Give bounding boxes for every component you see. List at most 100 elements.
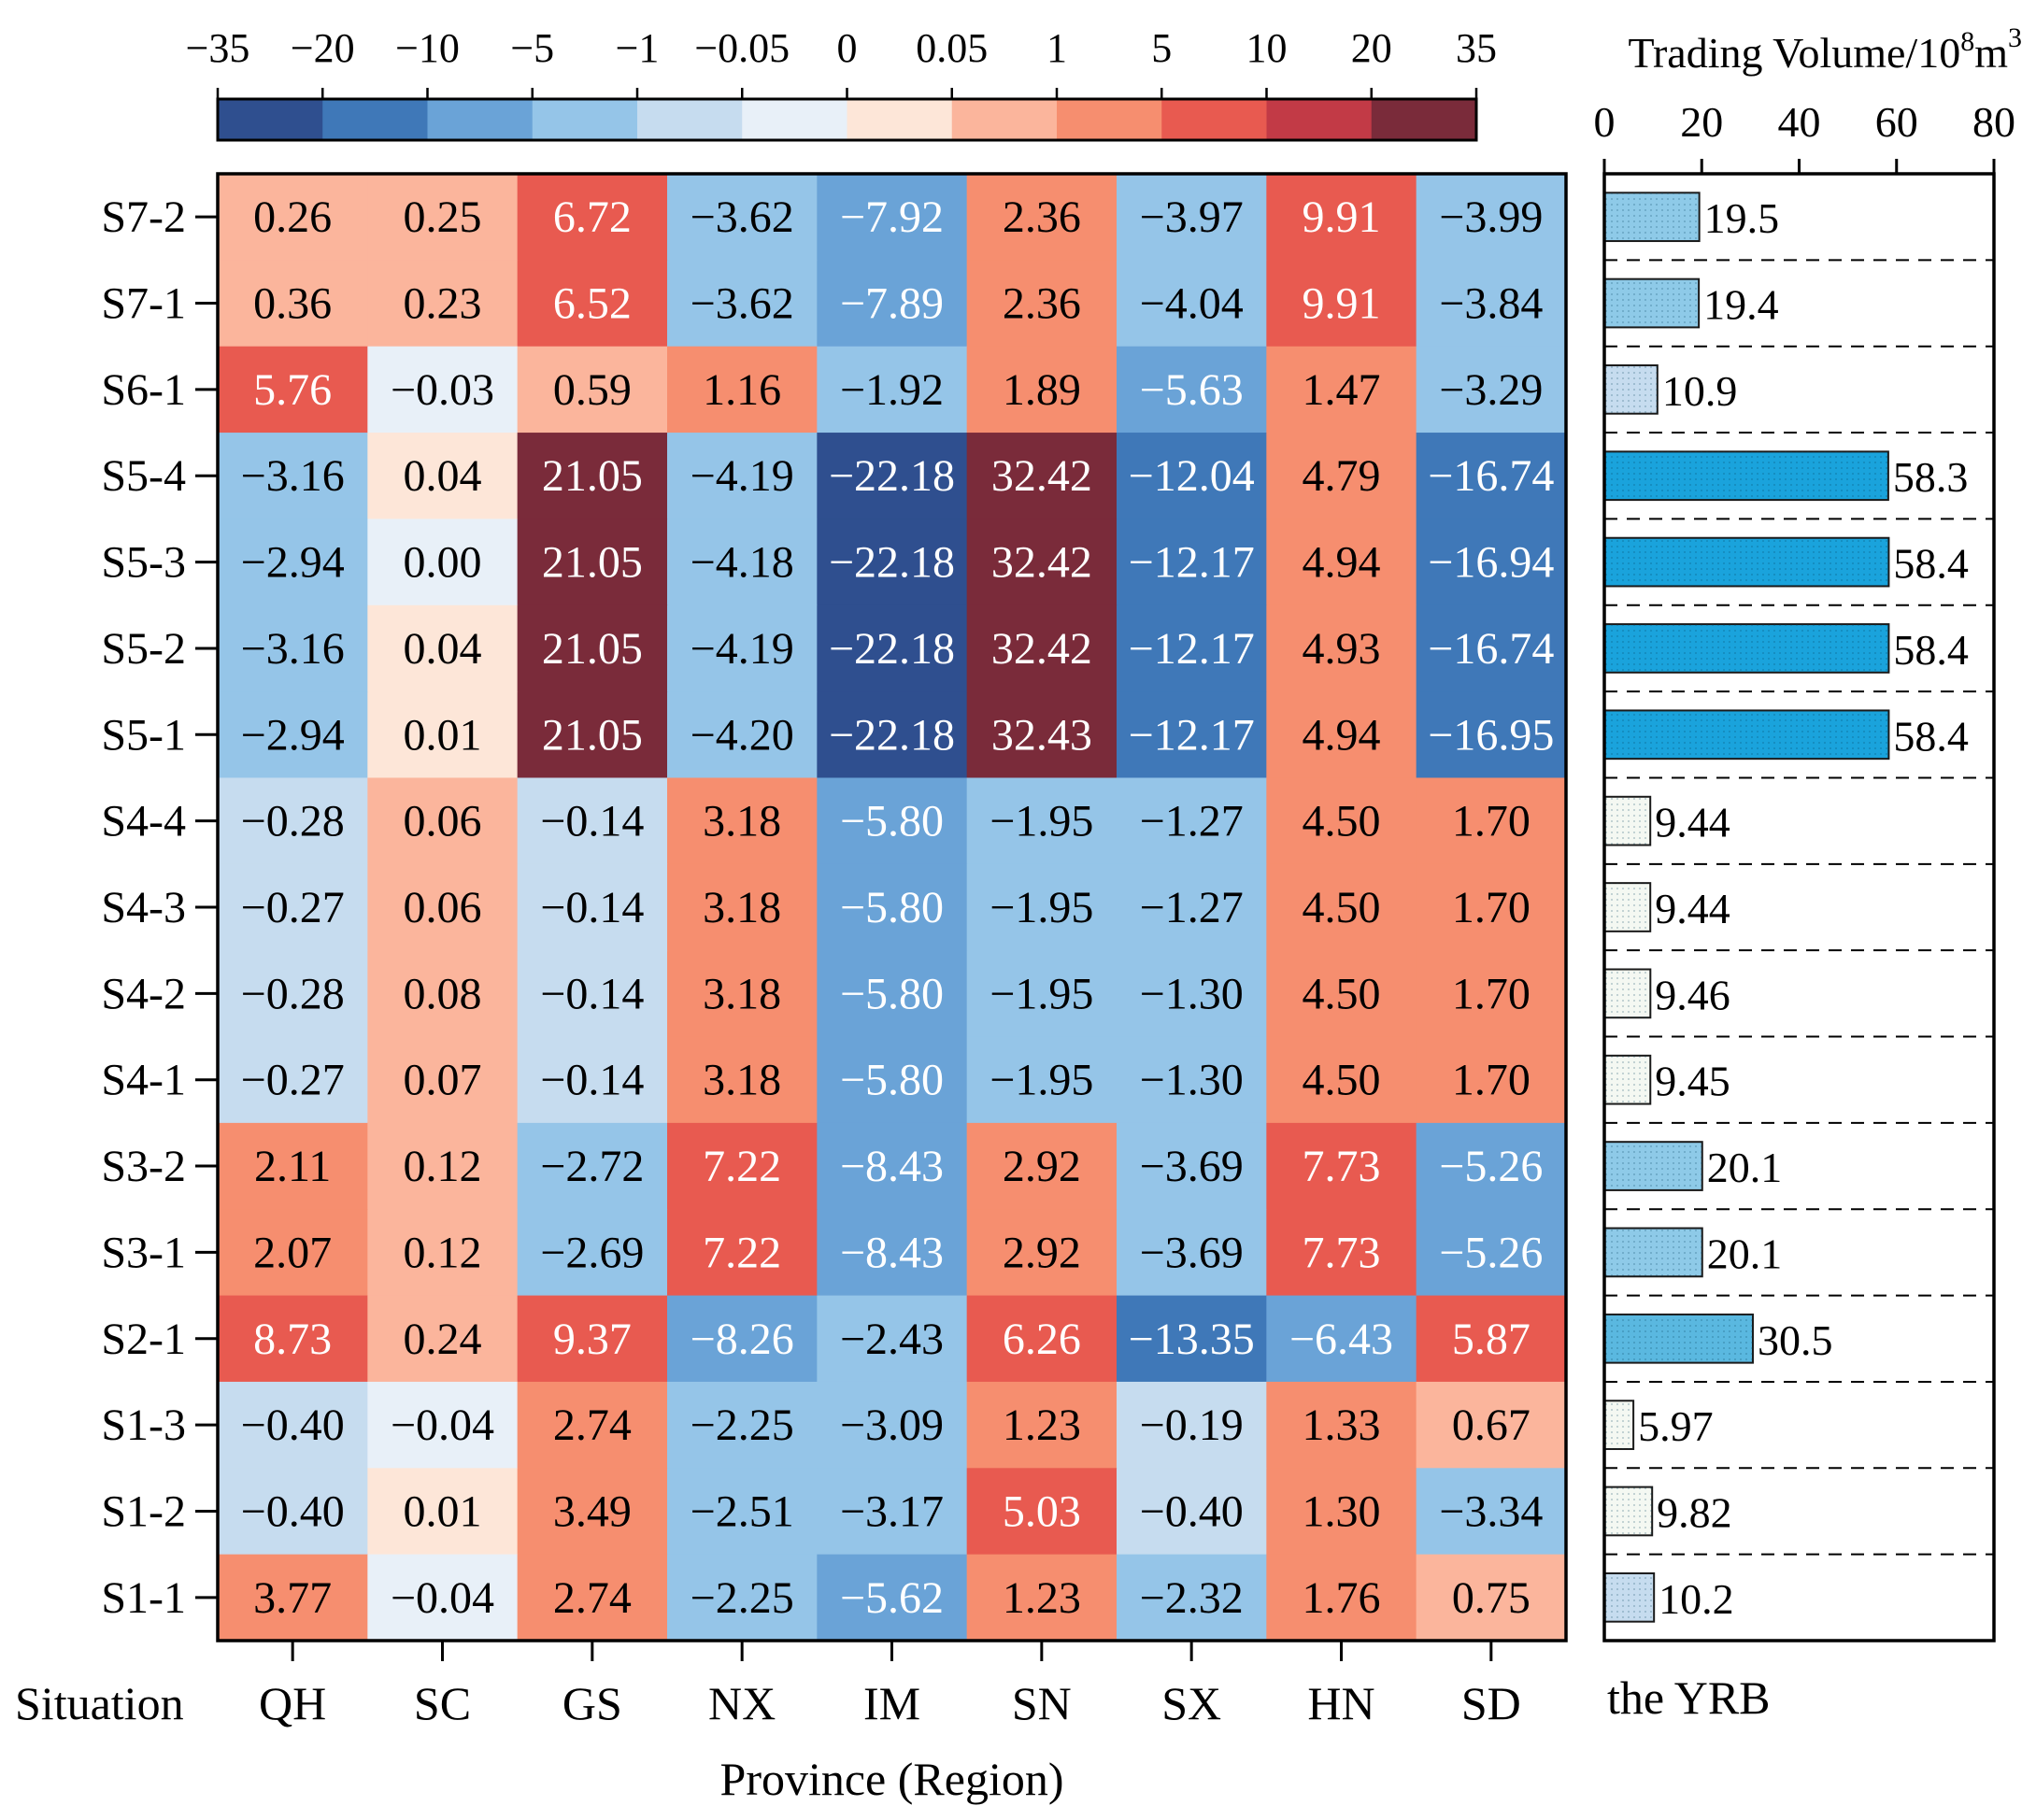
heatmap-cell (218, 346, 368, 434)
heatmap-cell (367, 519, 519, 606)
y-axis-label: S3-2 (101, 1142, 186, 1191)
heatmap-cell (667, 691, 818, 779)
heatmap-cell-label: 3.49 (553, 1486, 632, 1536)
heatmap-cell-label: −0.14 (540, 1056, 644, 1105)
heatmap-cell-label: 32.43 (991, 710, 1092, 760)
heatmap-cell-label: 1.70 (1452, 883, 1531, 932)
heatmap-cell (1416, 691, 1567, 779)
heatmap-cell-label: 0.75 (1452, 1573, 1531, 1623)
heatmap-cell-label: −8.43 (840, 1142, 944, 1191)
heatmap-cell (1416, 433, 1567, 520)
heatmap-cell (966, 950, 1118, 1038)
heatmap-cell-label: 21.05 (542, 624, 643, 674)
heatmap-cell (667, 604, 818, 692)
heatmap-cell (367, 1209, 519, 1297)
colorbar-segment (322, 99, 428, 140)
heatmap-cell (966, 1122, 1118, 1210)
heatmap-cell-label: −3.34 (1439, 1486, 1543, 1536)
heatmap-cell (1266, 1468, 1417, 1556)
heatmap-cell (517, 1468, 668, 1556)
heatmap-cell (1416, 1381, 1567, 1469)
heatmap-cell (517, 863, 668, 951)
heatmap-cell-label: −2.69 (540, 1228, 644, 1277)
heatmap-cell (218, 433, 368, 520)
heatmap-cell-label: 7.73 (1303, 1142, 1381, 1191)
y-axis-label: S1-3 (101, 1401, 186, 1450)
heatmap-cell (1117, 863, 1267, 951)
heatmap-cell-label: −4.19 (691, 451, 794, 501)
heatmap-cell-label: 1.70 (1452, 797, 1531, 846)
heatmap-cell-label: 32.42 (991, 624, 1092, 674)
heatmap-cell (966, 1295, 1118, 1383)
heatmap-cell (367, 1554, 519, 1642)
heatmap-cell-label: −1.27 (1140, 797, 1244, 846)
heatmap-cell-label: −22.18 (829, 451, 955, 501)
heatmap-cell (667, 777, 818, 865)
heatmap-cell (966, 260, 1118, 348)
heatmap-cell-label: 2.36 (1003, 192, 1081, 242)
heatmap-cell-label: −4.19 (691, 624, 794, 674)
heatmap-cell-label: 3.18 (703, 797, 781, 846)
heatmap-cell (667, 433, 818, 520)
heatmap-cell (1416, 863, 1567, 951)
heatmap-cell (1266, 691, 1417, 779)
bar-x-axis-label: the YRB (1607, 1671, 1771, 1724)
heatmap-cell-label: 0.04 (404, 451, 482, 501)
heatmap-cell-label: 0.01 (404, 710, 482, 760)
heatmap-cell (218, 174, 368, 261)
heatmap-cell-label: −22.18 (829, 624, 955, 674)
heatmap-cell-label: 1.23 (1003, 1401, 1081, 1450)
y-axis-label: S5-4 (101, 451, 186, 501)
colorbar-tick-label: 1 (1046, 25, 1067, 71)
bar-chart-title: Trading Volume/108m3 (1629, 22, 2023, 77)
heatmap-cell-label: 2.11 (254, 1142, 331, 1191)
heatmap-cell (667, 174, 818, 261)
heatmap-cell-label: −0.14 (540, 969, 644, 1018)
heatmap-cell (667, 1036, 818, 1124)
bar-value-label: 58.3 (1893, 453, 1968, 501)
x-axis-label: GS (562, 1677, 622, 1729)
heatmap-cell-label: −3.29 (1439, 365, 1543, 415)
heatmap-cell-label: −5.80 (840, 969, 944, 1018)
heatmap-cell (517, 950, 668, 1038)
heatmap-cell-label: 2.07 (253, 1228, 332, 1277)
bar-chart-title-exp1: 8 (1960, 26, 1974, 57)
heatmap-cell (517, 1209, 668, 1297)
heatmap-cell (1416, 1036, 1567, 1124)
heatmap-cell-label: −2.94 (241, 538, 345, 588)
heatmap-cell-label: 4.50 (1303, 1056, 1381, 1105)
bar-x-tick-label: 60 (1875, 98, 1918, 146)
heatmap-cell (817, 260, 968, 348)
heatmap-cell-label: −7.89 (840, 279, 944, 329)
heatmap-cell (667, 1468, 818, 1556)
heatmap-cell (817, 1209, 968, 1297)
heatmap-cell (966, 174, 1118, 261)
bar-texture (1604, 365, 1658, 414)
heatmap-cell-label: −0.14 (540, 883, 644, 932)
bar-value-label: 9.82 (1657, 1488, 1732, 1536)
heatmap-cell (1266, 863, 1417, 951)
heatmap-cell-label: −2.94 (241, 710, 345, 760)
colorbar-tick-label: 20 (1351, 25, 1392, 71)
heatmap-cell-label: −8.26 (691, 1315, 794, 1364)
heatmap-cell (367, 1468, 519, 1556)
heatmap-cell (1416, 1468, 1567, 1556)
heatmap-cell-label: −4.20 (691, 710, 794, 760)
colorbar-segment (1371, 99, 1477, 140)
heatmap-cell-label: −7.92 (840, 192, 944, 242)
colorbar-segment (532, 99, 638, 140)
heatmap-cell-label: 0.12 (404, 1228, 482, 1277)
heatmap-cell (817, 1381, 968, 1469)
bar-texture (1604, 192, 1700, 242)
heatmap-cell (1416, 346, 1567, 434)
heatmap-cell (1266, 604, 1417, 692)
colorbar-tick-label: −1 (616, 25, 660, 71)
heatmap-cell-label: −0.27 (241, 1056, 345, 1105)
heatmap-cell (1266, 260, 1417, 348)
heatmap-cell-label: 9.37 (553, 1315, 632, 1364)
heatmap-cell-label: −0.04 (391, 1401, 494, 1450)
heatmap-cell (367, 260, 519, 348)
y-axis-label: S4-2 (101, 969, 186, 1018)
bar-value-label: 9.44 (1655, 885, 1730, 932)
heatmap-cell-label: 5.03 (1003, 1486, 1081, 1536)
